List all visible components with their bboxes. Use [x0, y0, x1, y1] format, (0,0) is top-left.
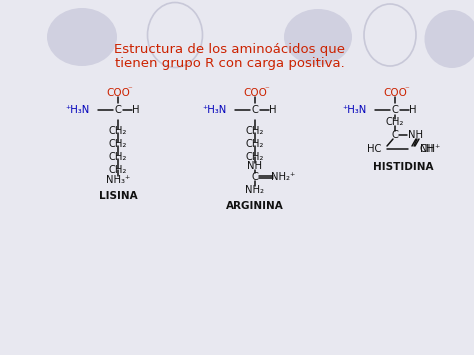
Text: C: C [392, 130, 399, 140]
Text: CH₂: CH₂ [246, 152, 264, 162]
Text: COO: COO [243, 88, 267, 98]
Text: NH: NH [247, 161, 263, 171]
Text: ⁺H₃N: ⁺H₃N [203, 105, 227, 115]
Text: C: C [392, 105, 399, 115]
Text: ⁺H₃N: ⁺H₃N [66, 105, 90, 115]
Text: CH₂: CH₂ [109, 165, 127, 175]
Text: CH₂: CH₂ [109, 139, 127, 149]
Text: CH: CH [420, 144, 434, 154]
Text: Estructura de los aminoácidos que: Estructura de los aminoácidos que [115, 44, 346, 56]
Text: NH⁺: NH⁺ [420, 144, 440, 154]
Ellipse shape [364, 4, 416, 66]
Ellipse shape [47, 8, 117, 66]
Text: COO: COO [383, 88, 407, 98]
Text: H: H [132, 105, 140, 115]
Text: NH₂: NH₂ [246, 185, 264, 195]
Text: H: H [269, 105, 277, 115]
Text: COO: COO [106, 88, 130, 98]
Text: C: C [252, 172, 258, 182]
Text: C: C [115, 105, 121, 115]
Text: NH₃⁺: NH₃⁺ [106, 175, 130, 185]
Text: ⁻: ⁻ [405, 86, 410, 94]
Text: LISINA: LISINA [99, 191, 137, 201]
Text: CH₂: CH₂ [386, 117, 404, 127]
Text: ARGININA: ARGININA [226, 201, 284, 211]
Text: ⁺H₃N: ⁺H₃N [343, 105, 367, 115]
Text: CH₂: CH₂ [246, 126, 264, 136]
Text: CH₂: CH₂ [109, 152, 127, 162]
Text: CH₂: CH₂ [109, 126, 127, 136]
Text: HISTIDINA: HISTIDINA [373, 162, 433, 172]
Text: ⁻: ⁻ [264, 86, 269, 94]
Text: HC: HC [366, 144, 381, 154]
Text: C: C [252, 105, 258, 115]
Text: NH: NH [409, 130, 423, 140]
Ellipse shape [425, 10, 474, 68]
Text: NH₂⁺: NH₂⁺ [271, 172, 295, 182]
Ellipse shape [284, 9, 352, 65]
Text: H: H [409, 105, 417, 115]
Text: tienen grupo R con carga positiva.: tienen grupo R con carga positiva. [115, 56, 345, 70]
Text: CH₂: CH₂ [246, 139, 264, 149]
Text: ⁻: ⁻ [128, 86, 132, 94]
Ellipse shape [147, 2, 202, 67]
